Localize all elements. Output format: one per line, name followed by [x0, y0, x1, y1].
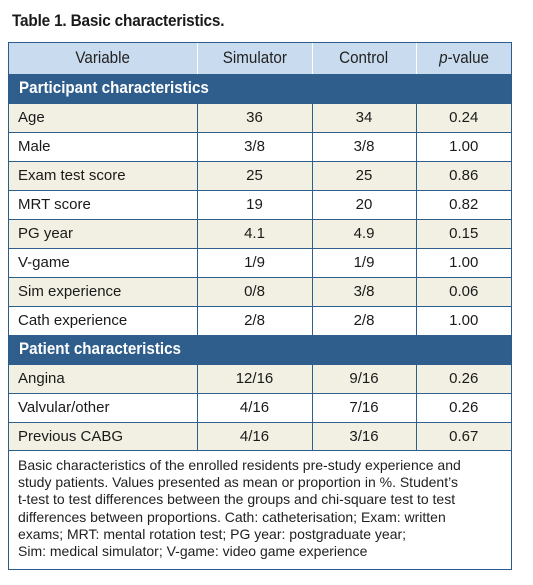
table-row: PG year 4.1 4.9 0.15	[9, 218, 511, 248]
column-header-control: Control	[311, 43, 416, 74]
cell-variable: Exam test score	[9, 160, 197, 190]
cell-p-value: 0.15	[415, 218, 511, 248]
cell-control: 34	[311, 102, 416, 132]
table-footnote: Basic characteristics of the enrolled re…	[18, 457, 506, 560]
table-caption: Table 1. Basic characteristics.	[12, 12, 225, 30]
cell-variable: Previous CABG	[9, 421, 197, 451]
cell-variable: MRT score	[9, 189, 197, 219]
table-row: V-game 1/9 1/9 1.00	[9, 247, 511, 277]
table-row: Valvular/other 4/16 7/16 0.26	[9, 392, 511, 422]
cell-simulator: 4.1	[196, 218, 312, 248]
cell-simulator: 12/16	[196, 363, 312, 393]
column-header-p-value: p-value	[415, 43, 511, 74]
cell-p-value: 0.26	[415, 363, 511, 393]
cell-control: 7/16	[311, 392, 416, 422]
cell-simulator: 36	[196, 102, 312, 132]
cell-variable: Valvular/other	[9, 392, 197, 422]
cell-variable: Sim experience	[9, 276, 197, 306]
table-row: MRT score 19 20 0.82	[9, 189, 511, 219]
footnote-line: Sim: medical simulator; V-game: video ga…	[18, 543, 368, 560]
cell-p-value: 0.26	[415, 392, 511, 422]
section-title: Participant characteristics	[9, 74, 511, 103]
cell-simulator: 4/16	[196, 392, 312, 422]
column-header-variable: Variable	[9, 43, 197, 74]
cell-control: 2/8	[311, 305, 416, 335]
cell-variable: V-game	[9, 247, 197, 277]
table-row: Sim experience 0/8 3/8 0.06	[9, 276, 511, 306]
cell-variable: Cath experience	[9, 305, 197, 335]
footnote-divider	[9, 450, 511, 451]
cell-simulator: 2/8	[196, 305, 312, 335]
cell-control: 3/8	[311, 131, 416, 161]
cell-control: 4.9	[311, 218, 416, 248]
cell-control: 3/8	[311, 276, 416, 306]
cell-control: 3/16	[311, 421, 416, 451]
p-italic: p	[438, 49, 448, 67]
p-value-suffix: -value	[447, 49, 489, 67]
cell-control: 20	[311, 189, 416, 219]
cell-control: 25	[311, 160, 416, 190]
characteristics-table: Variable Simulator Control p-value Parti…	[9, 43, 511, 451]
cell-simulator: 25	[196, 160, 312, 190]
cell-p-value: 0.82	[415, 189, 511, 219]
cell-control: 1/9	[311, 247, 416, 277]
cell-p-value: 1.00	[415, 305, 511, 335]
section-title: Patient characteristics	[9, 335, 511, 364]
cell-variable: Male	[9, 131, 197, 161]
cell-simulator: 0/8	[196, 276, 312, 306]
cell-simulator: 1/9	[196, 247, 312, 277]
table-row: Previous CABG 4/16 3/16 0.67	[9, 421, 511, 451]
cell-p-value: 0.24	[415, 102, 511, 132]
cell-control: 9/16	[311, 363, 416, 393]
column-header-simulator: Simulator	[196, 43, 312, 74]
cell-p-value: 1.00	[415, 131, 511, 161]
table-row: Male 3/8 3/8 1.00	[9, 131, 511, 161]
section-header: Participant characteristics	[9, 74, 511, 103]
section-header: Patient characteristics	[9, 335, 511, 364]
footnote-line: Basic characteristics of the enrolled re…	[18, 457, 461, 473]
footnote-line: exams; MRT: mental rotation test; PG yea…	[18, 525, 407, 542]
cell-variable: Angina	[9, 363, 197, 393]
table-row: Age 36 34 0.24	[9, 102, 511, 132]
cell-p-value: 0.67	[415, 421, 511, 451]
table-frame	[8, 42, 512, 570]
cell-p-value: 0.86	[415, 160, 511, 190]
cell-p-value: 0.06	[415, 276, 511, 306]
footnote-line: study patients. Values presented as mean…	[18, 474, 458, 491]
table-row: Angina 12/16 9/16 0.26	[9, 363, 511, 393]
cell-p-value: 1.00	[415, 247, 511, 277]
table-row: Exam test score 25 25 0.86	[9, 160, 511, 190]
header-row: Variable Simulator Control p-value	[9, 43, 511, 74]
footnote-line: t-test to test differences between the g…	[18, 491, 456, 508]
cell-variable: PG year	[9, 218, 197, 248]
cell-variable: Age	[9, 102, 197, 132]
footnote-line: differences between proportions. Cath: c…	[18, 508, 446, 525]
cell-simulator: 4/16	[196, 421, 312, 451]
table-row: Cath experience 2/8 2/8 1.00	[9, 305, 511, 335]
cell-simulator: 3/8	[196, 131, 312, 161]
cell-simulator: 19	[196, 189, 312, 219]
